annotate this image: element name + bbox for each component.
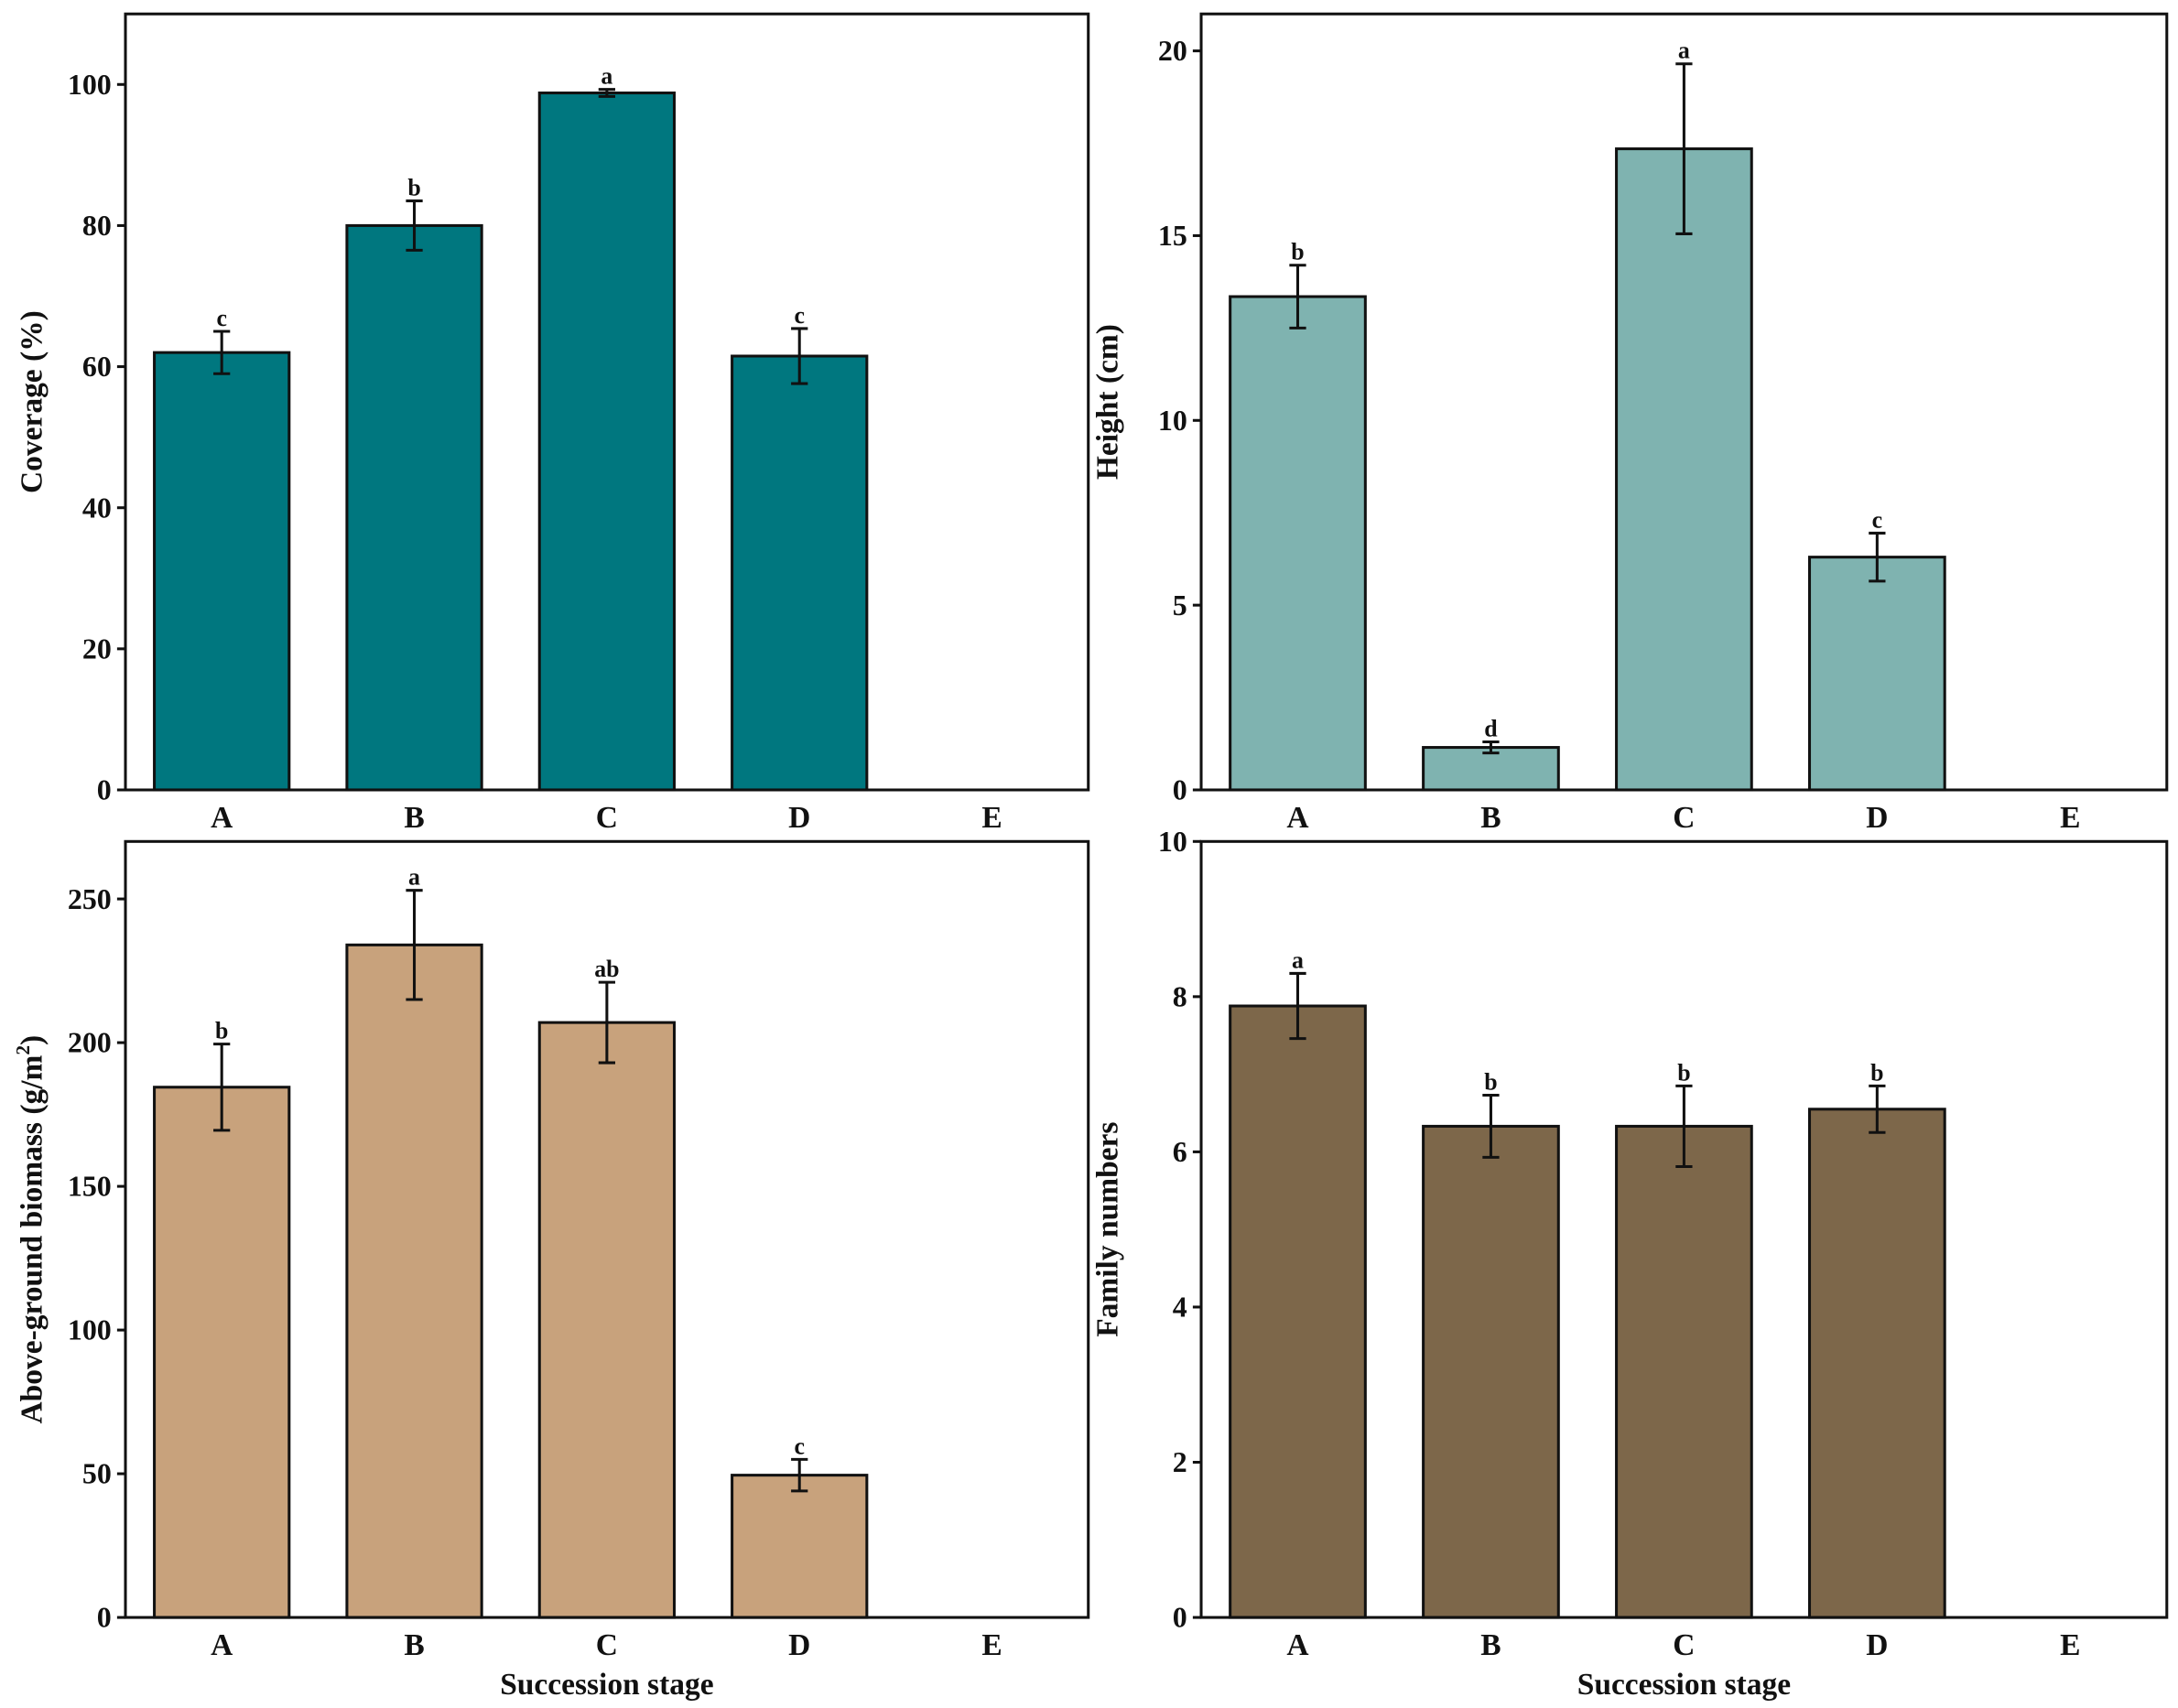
bar-D xyxy=(731,1474,869,1619)
bar-A xyxy=(153,351,291,792)
bar-A xyxy=(1229,295,1367,792)
y-axis-label-text: Coverage (%) xyxy=(16,310,49,493)
bar-C xyxy=(1615,1124,1753,1619)
significance-letter-D: b xyxy=(1870,1059,1883,1086)
y-tick-label: 0 xyxy=(1173,1602,1187,1634)
significance-letter-A: c xyxy=(216,305,226,331)
bar-D xyxy=(1808,556,1946,792)
y-axis-label-text: Family numbers xyxy=(1091,1122,1125,1337)
x-tick-label-C: C xyxy=(1673,801,1695,835)
y-tick-label: 250 xyxy=(68,883,112,915)
panel-top-left: c Ab Ba Cc D E 0 20 40 60 80 100 Coverage (%) xyxy=(16,12,1090,835)
y-axis-label: Above-ground biomass (g/m2) xyxy=(12,1035,49,1424)
bar-C xyxy=(1615,147,1753,792)
y-tick-label: 20 xyxy=(1158,35,1187,67)
y-axis-label-text: Above-ground biomass (g/m xyxy=(16,1055,49,1424)
x-tick-label-E: E xyxy=(2060,801,2080,835)
x-tick-label-B: B xyxy=(404,801,424,835)
x-tick-label-D: D xyxy=(1866,801,1888,835)
bar-A xyxy=(1229,1004,1367,1619)
significance-letter-A: b xyxy=(1291,239,1304,265)
x-tick-label-A: A xyxy=(1286,1628,1308,1662)
x-tick-label-C: C xyxy=(596,801,618,835)
y-tick-label: 150 xyxy=(68,1171,112,1203)
significance-letter-A: b xyxy=(215,1018,228,1044)
significance-letter-A: a xyxy=(1292,946,1304,973)
x-tick-label-D: D xyxy=(788,1628,810,1662)
x-tick-label-D: D xyxy=(788,801,810,835)
significance-letter-C: ab xyxy=(594,956,619,982)
y-axis-label: Coverage (%) xyxy=(16,310,49,493)
bar-B xyxy=(1422,1124,1560,1619)
significance-letter-B: b xyxy=(1484,1068,1497,1095)
y-tick-label: 8 xyxy=(1173,981,1187,1013)
panel-bottom-right: a Ab Bb Cb D E 0 2 4 6 8 10 Family numbers Succession… xyxy=(1091,826,2169,1702)
y-axis-label-end: ) xyxy=(16,1035,49,1045)
significance-letter-C: a xyxy=(1678,38,1690,64)
x-tick-label-B: B xyxy=(1480,1628,1501,1662)
y-tick-label: 15 xyxy=(1158,220,1187,252)
y-axis-label-text: Height (cm) xyxy=(1091,324,1125,480)
x-tick-label-E: E xyxy=(981,1628,1002,1662)
significance-letter-D: c xyxy=(794,302,804,329)
plot-frame xyxy=(1199,12,2169,792)
y-tick-label: 0 xyxy=(97,774,112,806)
x-tick-label-E: E xyxy=(2060,1628,2080,1662)
panel-top-right: b Ad Ba Cc D E 0 5 10 15 20 Height (cm) xyxy=(1091,12,2169,835)
y-tick-label: 80 xyxy=(82,210,112,242)
x-tick-label-A: A xyxy=(211,801,233,835)
y-axis-label: Family numbers xyxy=(1091,1122,1125,1337)
y-tick-label: 5 xyxy=(1173,589,1187,622)
bar-C xyxy=(537,92,677,792)
bar-B xyxy=(345,223,483,792)
significance-letter-D: c xyxy=(1872,506,1882,533)
x-axis-label: Succession stage xyxy=(500,1668,713,1702)
y-tick-label: 50 xyxy=(82,1458,112,1490)
y-tick-label: 40 xyxy=(82,492,112,524)
y-tick-label: 100 xyxy=(68,69,112,101)
significance-letter-C: a xyxy=(601,63,612,90)
x-tick-label-D: D xyxy=(1866,1628,1888,1662)
significance-letter-B: b xyxy=(407,174,420,200)
y-tick-label: 4 xyxy=(1173,1292,1187,1324)
x-tick-label-A: A xyxy=(211,1628,233,1662)
y-tick-label: 20 xyxy=(82,633,112,665)
significance-letter-C: b xyxy=(1677,1059,1690,1086)
y-tick-label: 200 xyxy=(68,1027,112,1059)
plot-frame xyxy=(1199,839,2169,1619)
y-tick-label: 60 xyxy=(82,351,112,383)
y-tick-label: 0 xyxy=(1173,774,1187,806)
y-tick-label: 100 xyxy=(68,1314,112,1346)
x-tick-label-B: B xyxy=(1480,801,1501,835)
plot-frame xyxy=(124,12,1090,792)
significance-letter-B: a xyxy=(408,864,420,891)
y-tick-label: 2 xyxy=(1173,1446,1187,1478)
x-tick-label-E: E xyxy=(981,801,1002,835)
y-tick-label: 10 xyxy=(1158,405,1187,437)
bar-D xyxy=(1808,1108,1946,1619)
plot-frame xyxy=(124,839,1090,1619)
significance-letter-D: c xyxy=(794,1432,804,1459)
x-tick-label-C: C xyxy=(596,1628,618,1662)
x-tick-label-C: C xyxy=(1673,1628,1695,1662)
y-tick-label: 6 xyxy=(1173,1136,1187,1168)
y-axis-label: Height (cm) xyxy=(1091,324,1125,480)
x-tick-label-A: A xyxy=(1286,801,1308,835)
bar-A xyxy=(153,1086,291,1619)
significance-letter-B: d xyxy=(1484,715,1498,741)
x-axis-label: Succession stage xyxy=(1577,1668,1791,1702)
panel-bottom-left: b Aa Bab Cc D E 0 50 100 150 200 250 Above-ground bi… xyxy=(12,839,1090,1702)
y-axis-label-superscript: 2 xyxy=(12,1045,34,1055)
bar-B xyxy=(345,943,483,1619)
x-tick-label-B: B xyxy=(404,1628,424,1662)
bar-D xyxy=(731,354,869,792)
y-tick-label: 10 xyxy=(1158,826,1187,858)
bar-C xyxy=(537,1021,677,1619)
y-tick-label: 0 xyxy=(97,1602,112,1634)
